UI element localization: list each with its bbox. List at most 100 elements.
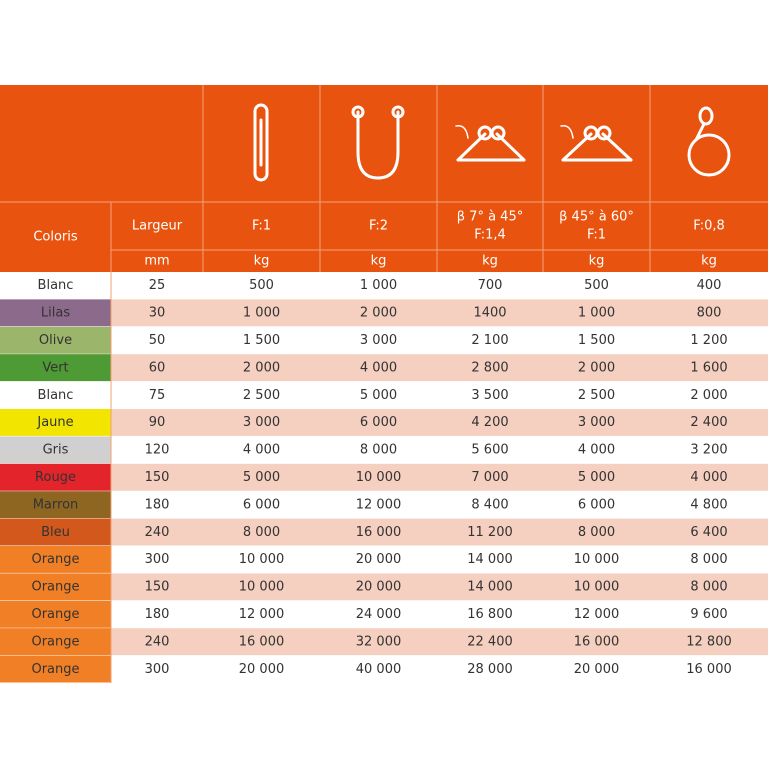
cell: 10 000 — [239, 552, 285, 567]
header-load: F:1,4 — [474, 228, 506, 243]
cell: 1400 — [473, 306, 506, 321]
cell: 3 000 — [578, 415, 615, 430]
row-bg — [0, 409, 768, 437]
cell: 150 — [145, 580, 170, 595]
cell: 7 000 — [471, 470, 508, 485]
cell: 4 200 — [471, 415, 508, 430]
cell: 5 000 — [578, 470, 615, 485]
row-bg — [0, 354, 768, 382]
color-label: Orange — [31, 580, 79, 595]
cell: 3 000 — [360, 333, 397, 348]
row-bg — [0, 326, 768, 355]
color-swatch — [0, 381, 111, 409]
cell: 2 800 — [471, 360, 508, 375]
row-bg — [0, 546, 768, 574]
cell: 14 000 — [467, 580, 513, 595]
color-swatch — [0, 518, 111, 546]
cell: 16 000 — [239, 634, 285, 649]
cell: 10 000 — [239, 580, 285, 595]
row-bg — [0, 491, 768, 519]
cell: 6 000 — [578, 497, 615, 512]
color-label: Lilas — [41, 306, 70, 321]
cell: 20 000 — [356, 580, 402, 595]
cell: 16 000 — [686, 662, 732, 677]
cell: 5 000 — [243, 470, 280, 485]
icon-basket-2 — [560, 125, 633, 162]
cell: 60 — [149, 360, 166, 375]
cell: 500 — [584, 278, 609, 293]
cell: 2 100 — [471, 333, 508, 348]
row-bg — [0, 463, 768, 492]
header-load: F:2 — [369, 219, 388, 234]
color-swatch — [0, 463, 111, 492]
header-unit: kg — [589, 254, 605, 269]
color-swatch — [0, 326, 111, 355]
cell: 2 500 — [243, 388, 280, 403]
row-bg — [0, 628, 768, 656]
cell: 25 — [149, 278, 166, 293]
color-label: Blanc — [38, 388, 74, 403]
cell: 2 000 — [690, 388, 727, 403]
color-label: Jaune — [36, 415, 73, 430]
cell: 2 000 — [243, 360, 280, 375]
cell: 22 400 — [467, 634, 513, 649]
color-label: Marron — [33, 497, 79, 512]
cell: 10 000 — [574, 580, 620, 595]
cell: 20 000 — [356, 552, 402, 567]
color-swatch — [0, 546, 111, 574]
header-load: F:1 — [587, 228, 606, 243]
row-bg — [0, 655, 768, 683]
cell: 5 000 — [360, 388, 397, 403]
cell: 12 000 — [574, 607, 620, 622]
color-label: Blanc — [38, 278, 74, 293]
header-unit: kg — [254, 254, 270, 269]
cell: 180 — [145, 497, 170, 512]
cell: 120 — [145, 443, 170, 458]
cell: 14 000 — [467, 552, 513, 567]
cell: 10 000 — [574, 552, 620, 567]
cell: 8 000 — [690, 580, 727, 595]
icon-straight — [253, 103, 269, 182]
cell: 8 400 — [471, 497, 508, 512]
cell: 12 000 — [239, 607, 285, 622]
cell: 9 600 — [690, 607, 727, 622]
header-unit: kg — [482, 254, 498, 269]
cell: 400 — [697, 278, 722, 293]
cell: 75 — [149, 388, 166, 403]
icons — [253, 103, 731, 182]
cell: 6 000 — [360, 415, 397, 430]
color-label: Vert — [42, 360, 68, 375]
cell: 8 000 — [360, 443, 397, 458]
cell: 3 000 — [243, 415, 280, 430]
color-label: Orange — [31, 662, 79, 677]
icon-choke — [687, 106, 731, 177]
cell: 800 — [697, 306, 722, 321]
row-bg — [0, 272, 768, 300]
cell: 12 000 — [356, 497, 402, 512]
cell: 10 000 — [356, 470, 402, 485]
color-swatch — [0, 299, 111, 327]
cell: 300 — [145, 552, 170, 567]
cell: 16 800 — [467, 607, 513, 622]
cell: 2 000 — [360, 306, 397, 321]
cell: 8 000 — [243, 525, 280, 540]
cell: 4 000 — [243, 443, 280, 458]
cell: 12 800 — [686, 634, 732, 649]
color-swatch — [0, 573, 111, 601]
cell: 4 000 — [360, 360, 397, 375]
cell: 32 000 — [356, 634, 402, 649]
cell: 500 — [249, 278, 274, 293]
cell: 180 — [145, 607, 170, 622]
cell: 8 000 — [690, 552, 727, 567]
color-label: Orange — [31, 607, 79, 622]
header-load: β 7° à 45° — [457, 210, 523, 225]
cell: 2 500 — [578, 388, 615, 403]
color-swatch — [0, 354, 111, 382]
header-unit: mm — [144, 254, 169, 269]
row-bg — [0, 600, 768, 629]
cell: 240 — [145, 525, 170, 540]
header-load: F:0,8 — [693, 219, 725, 234]
header-load: F:1 — [252, 219, 271, 234]
